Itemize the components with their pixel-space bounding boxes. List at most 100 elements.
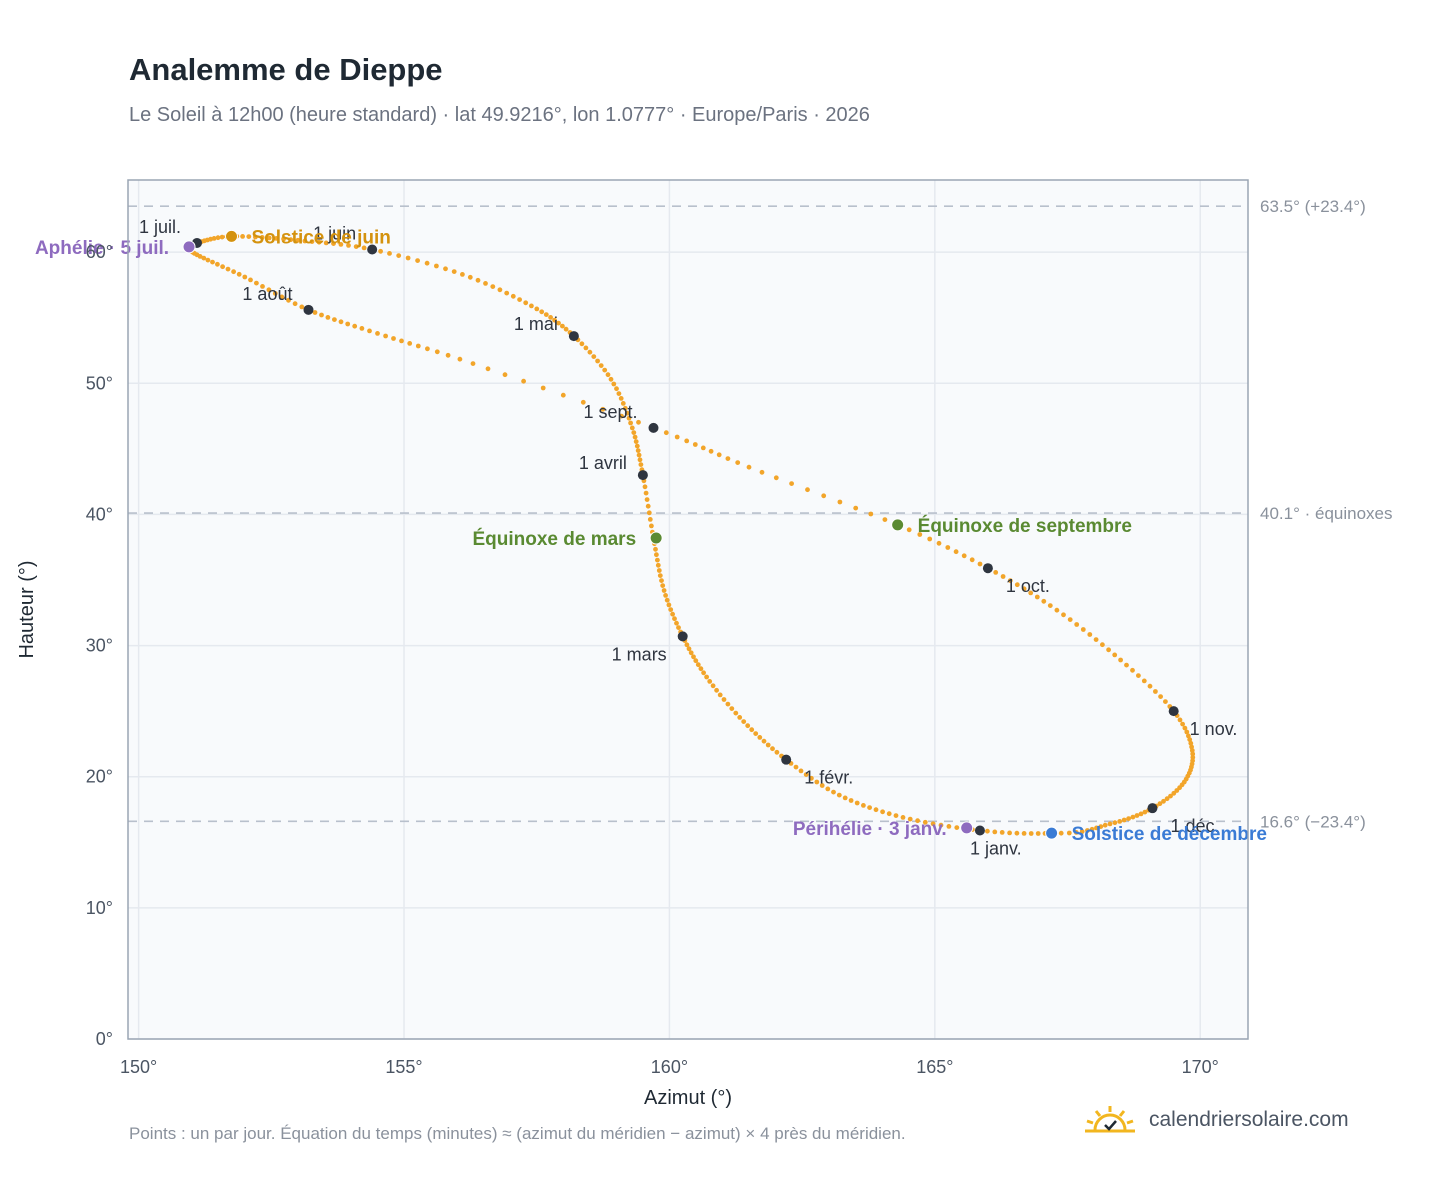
brand[interactable]: calendriersolaire.com (1083, 1103, 1349, 1137)
event-label: Équinoxe de septembre (918, 515, 1132, 537)
daily-point (1028, 831, 1034, 836)
reference-line-label: 16.6° (−23.4°) (1260, 812, 1366, 831)
daily-point (483, 281, 488, 286)
event-markers: Solstice de juin Aphélie · 5 juil. Équinox… (35, 227, 1267, 845)
plot-frame (127, 179, 1249, 1040)
daily-point (1080, 627, 1086, 632)
daily-point (424, 260, 430, 266)
daily-point (1067, 617, 1073, 622)
daily-point (560, 392, 566, 398)
daily-point (1102, 822, 1108, 828)
daily-point (415, 258, 420, 263)
daily-point (236, 271, 242, 277)
daily-point (1007, 830, 1012, 836)
daily-point (629, 425, 635, 431)
daily-point (666, 602, 672, 608)
daily-point (387, 251, 392, 256)
daily-point (945, 545, 951, 550)
daily-point (733, 710, 739, 716)
daily-point (814, 779, 820, 785)
daily-point (560, 323, 565, 329)
daily-point (977, 561, 983, 567)
daily-point (219, 234, 225, 240)
daily-point (1188, 740, 1194, 746)
daily-point (266, 287, 272, 293)
daily-point (266, 235, 272, 241)
daily-point (1141, 678, 1147, 684)
daily-point (1161, 798, 1166, 804)
daily-point (359, 326, 365, 331)
daily-point (353, 244, 359, 250)
daily-point (240, 234, 246, 239)
daily-point (954, 825, 960, 830)
daily-point (684, 438, 690, 444)
daily-point (1021, 831, 1027, 836)
reference-line-label: 40.1° · équinoxes (1260, 504, 1393, 523)
daily-point (405, 255, 411, 261)
daily-point (717, 692, 723, 698)
daily-point (915, 818, 920, 824)
daily-point (670, 611, 675, 617)
daily-point (985, 828, 990, 834)
month-marker (1168, 706, 1179, 717)
daily-point (1130, 667, 1135, 673)
event-marker (649, 531, 663, 545)
daily-point (563, 326, 569, 332)
daily-point (1187, 737, 1193, 742)
daily-point (497, 287, 503, 293)
daily-point (225, 266, 231, 272)
daily-point (331, 241, 336, 247)
daily-point (332, 317, 337, 322)
daily-point (246, 234, 252, 240)
x-tick-label: 165° (916, 1057, 953, 1077)
daily-point (655, 557, 660, 563)
daily-point (415, 343, 421, 349)
daily-point (325, 315, 331, 320)
daily-point (992, 829, 998, 835)
month-label: 1 sept. (583, 402, 637, 422)
daily-point (882, 517, 888, 522)
x-tick-label: 170° (1182, 1057, 1219, 1077)
daily-point (618, 396, 624, 401)
daily-point (693, 658, 699, 664)
daily-point (649, 523, 654, 529)
daily-point (659, 578, 664, 583)
y-tick-label: 50° (86, 373, 113, 393)
daily-point (1158, 694, 1163, 699)
daily-point (749, 727, 755, 733)
month-label: 1 févr. (804, 768, 853, 788)
daily-point (215, 235, 221, 241)
daily-point (886, 811, 892, 817)
daily-point (819, 783, 825, 788)
daily-point (721, 697, 727, 702)
daily-point (534, 306, 540, 312)
daily-point (831, 789, 836, 795)
daily-point (707, 679, 713, 684)
daily-point (646, 510, 652, 516)
month-marker (648, 422, 659, 433)
daily-point (614, 386, 619, 392)
daily-point (735, 460, 741, 465)
daily-point (854, 800, 860, 806)
daily-point (383, 333, 388, 339)
daily-point (770, 746, 775, 752)
y-tick-label: 0° (96, 1029, 113, 1049)
daily-point (1034, 594, 1040, 600)
month-label: 1 janv. (970, 838, 1022, 858)
month-label: 1 juil. (139, 217, 181, 237)
daily-point (1174, 788, 1180, 793)
month-marker (1147, 803, 1158, 814)
daily-point (600, 406, 606, 412)
daily-point (445, 352, 451, 358)
daily-point (936, 540, 942, 546)
daily-point (302, 238, 308, 244)
event-label: Équinoxe de mars (472, 528, 636, 550)
daily-point (539, 309, 545, 315)
daily-point (1107, 821, 1113, 827)
daily-point (725, 456, 731, 461)
daily-point (674, 434, 680, 440)
daily-point (281, 236, 286, 242)
daily-point (1100, 642, 1105, 648)
daily-point (399, 338, 404, 344)
daily-point (1112, 652, 1118, 658)
